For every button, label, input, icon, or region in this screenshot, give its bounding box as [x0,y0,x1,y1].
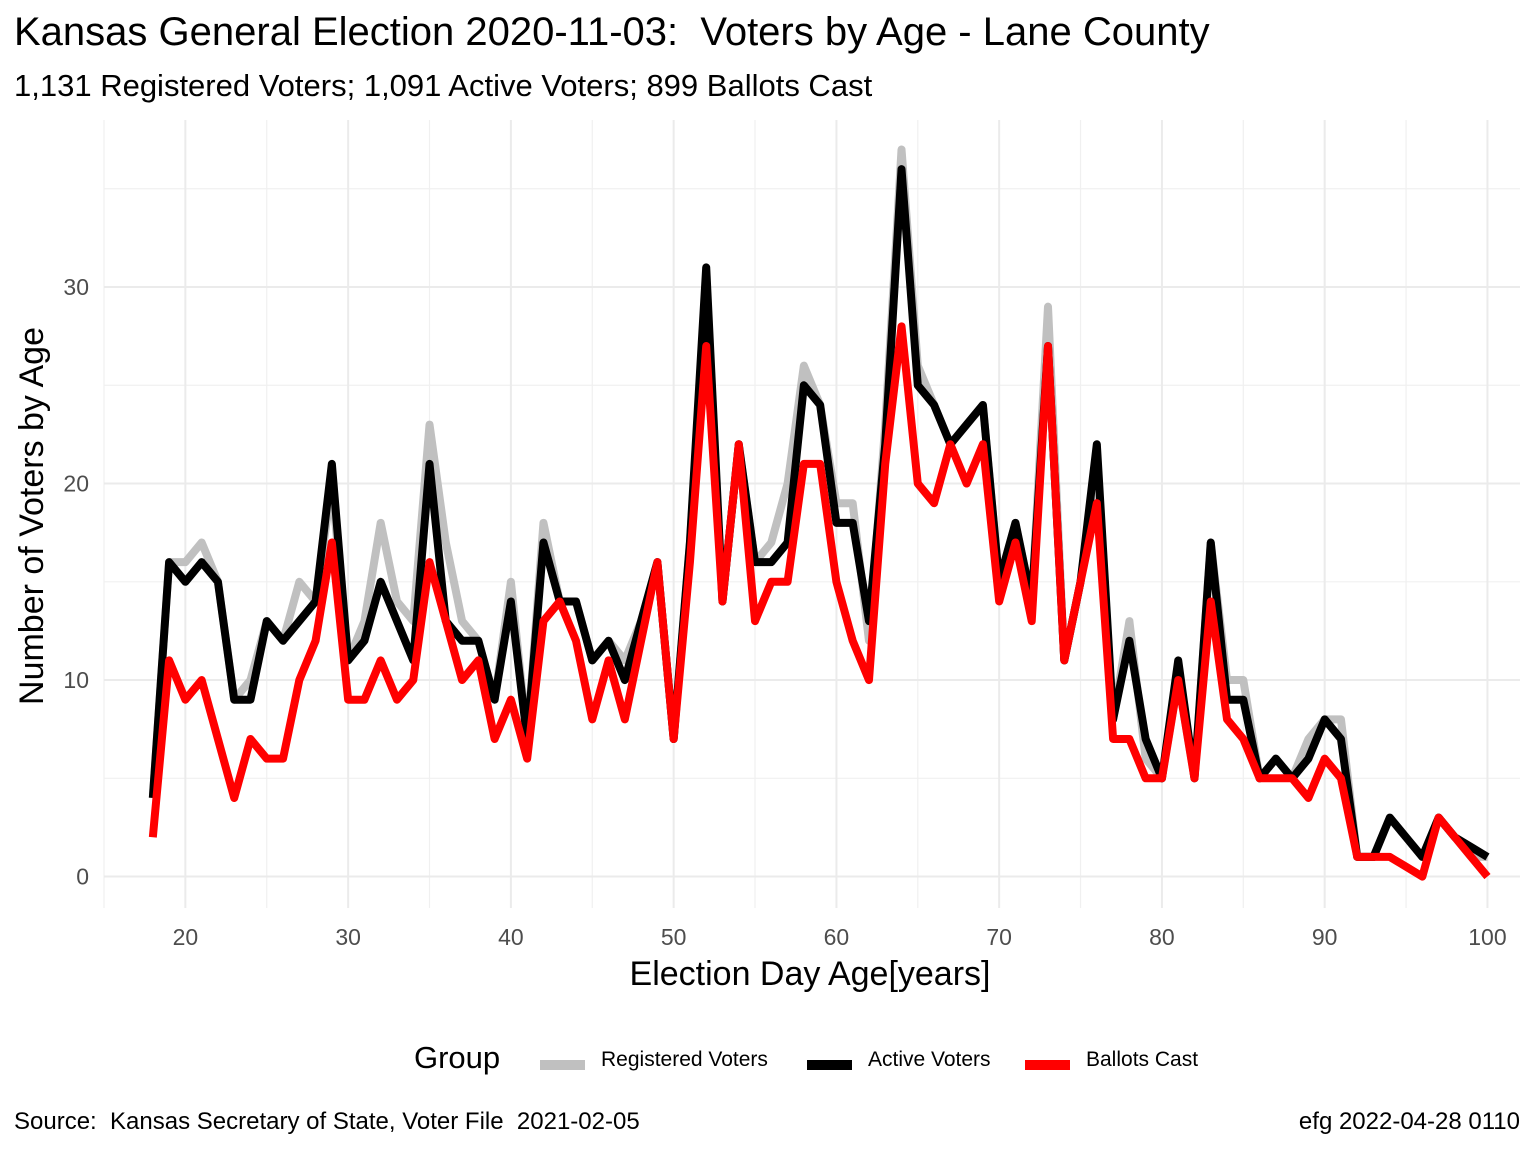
x-tick-label: 90 [1312,924,1338,950]
chart-subtitle: 1,131 Registered Voters; 1,091 Active Vo… [14,68,873,103]
y-tick-label: 10 [63,667,89,693]
x-tick-label: 40 [498,924,524,950]
y-tick-label: 0 [76,864,89,890]
y-tick-label: 30 [63,274,89,300]
legend-key-registered [540,1060,585,1070]
chart-title: Kansas General Election 2020-11-03: Vote… [14,10,1210,54]
x-tick-label: 70 [986,924,1012,950]
x-tick-label: 30 [335,924,361,950]
x-axis-label: Election Day Age[years] [630,955,991,993]
x-tick-label: 50 [661,924,687,950]
legend-title: Group [414,1040,501,1075]
x-axis-tick-labels: 20 30 40 50 60 70 80 90 100 [173,924,1507,950]
series-line-active-voters [148,165,1490,861]
major-gridlines [104,120,1520,908]
source-caption: Source: Kansas Secretary of State, Voter… [14,1108,640,1135]
legend-label-ballots: Ballots Cast [1086,1048,1199,1071]
x-tick-label: 80 [1149,924,1175,950]
y-axis-tick-labels: 0 10 20 30 [63,274,89,890]
author-caption: efg 2022-04-28 0110 [1298,1108,1520,1135]
legend-key-active [807,1060,852,1070]
y-tick-label: 20 [63,471,89,497]
series-lines [148,145,1491,881]
series-line-registered-voters [148,145,1488,861]
y-axis-label: Number of Voters by Age [13,327,51,705]
legend-label-active: Active Voters [868,1048,991,1071]
x-tick-label: 100 [1468,924,1506,950]
x-tick-label: 20 [173,924,199,950]
legend-key-ballots [1025,1060,1070,1070]
series-line-ballots-cast [148,322,1491,881]
x-tick-label: 60 [824,924,850,950]
legend: Group Registered Voters Active Voters Ba… [0,1040,1536,1084]
legend-label-registered: Registered Voters [601,1048,768,1071]
